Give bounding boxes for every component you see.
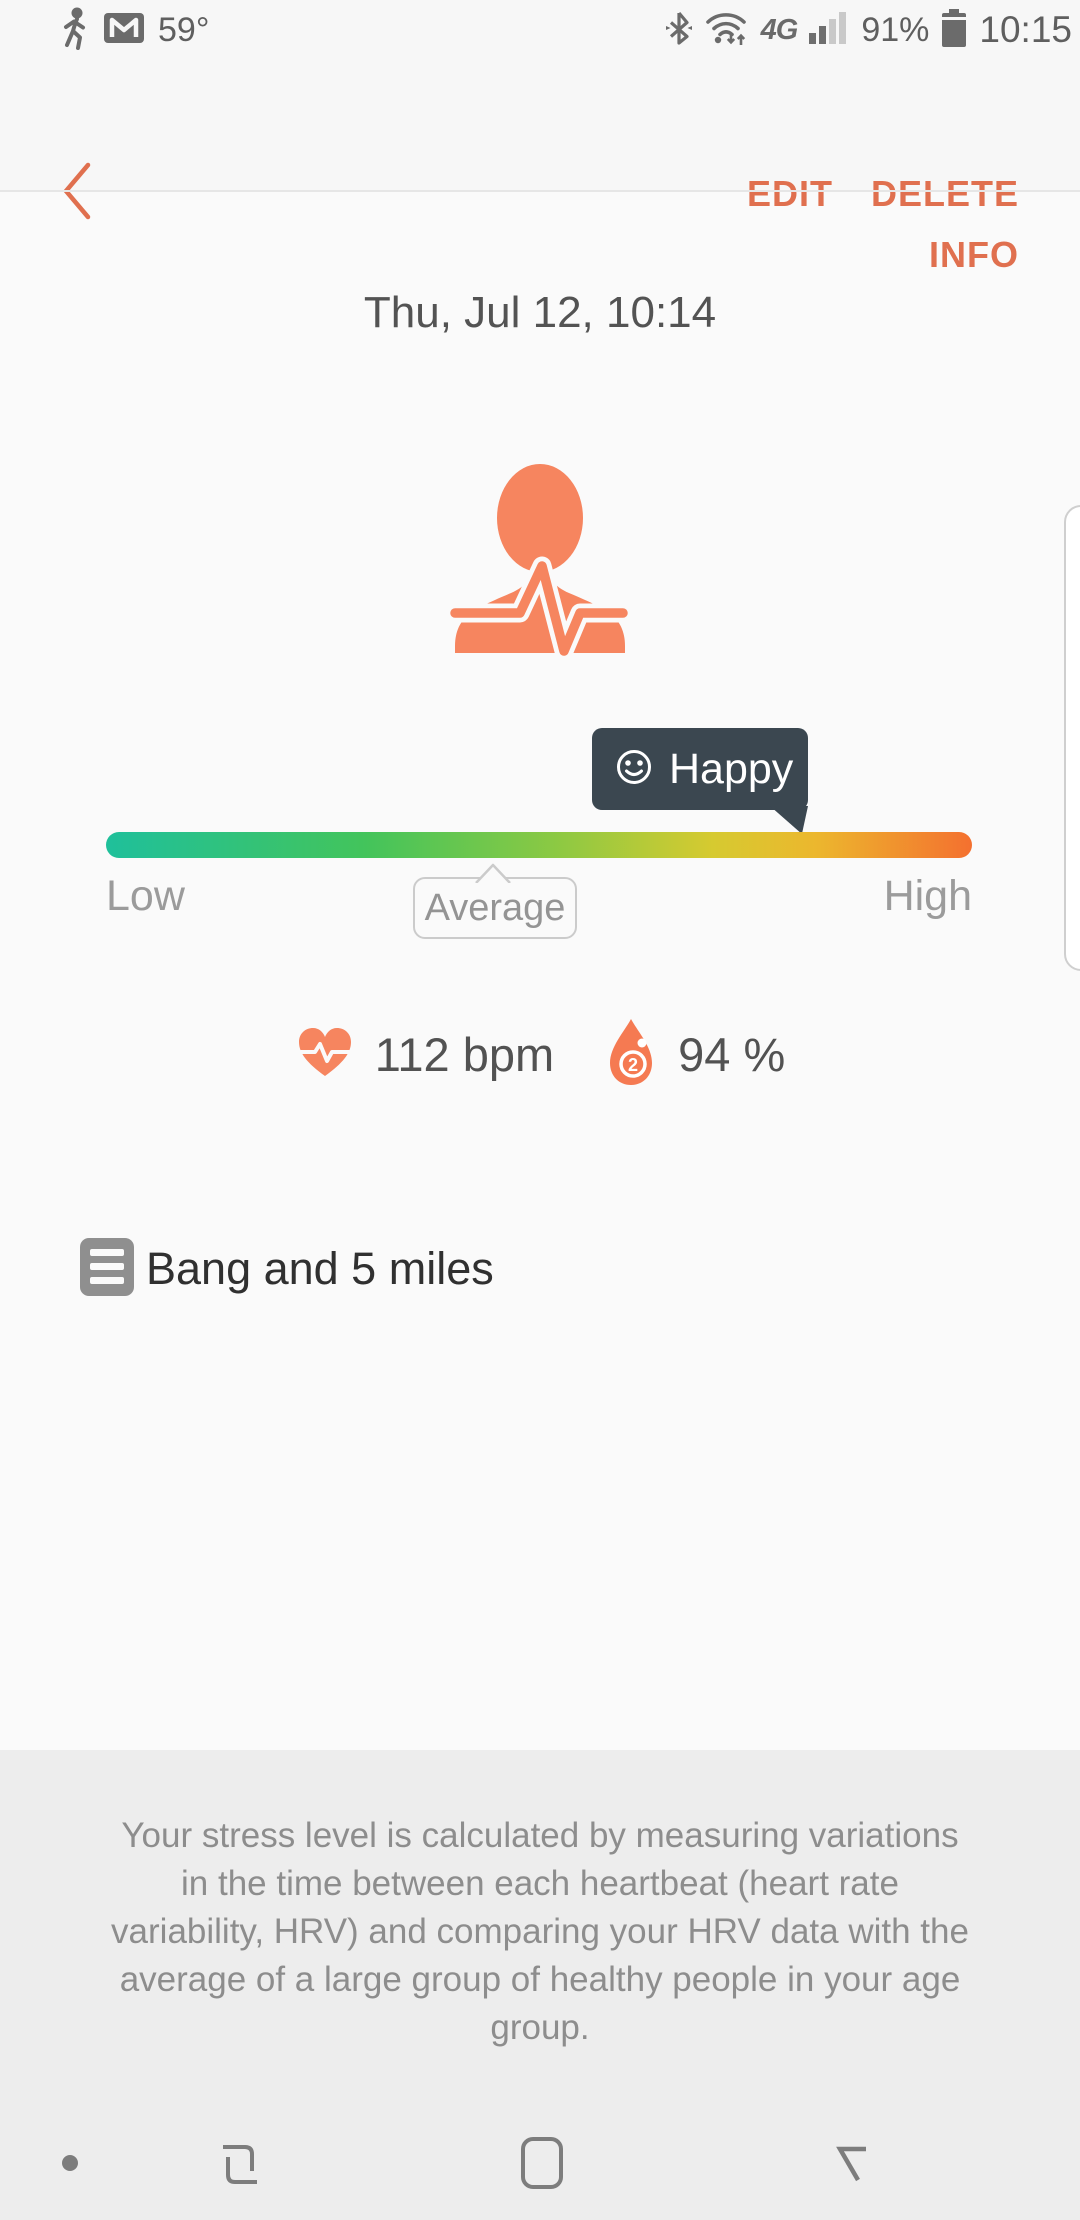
smiley-icon bbox=[614, 747, 654, 792]
delete-button[interactable]: DELETE bbox=[870, 173, 1019, 214]
header-bar: EDIT DELETE bbox=[0, 60, 1080, 220]
heart-rate-value: 112 bpm bbox=[374, 1027, 555, 1081]
blood-oxygen-icon: 2 bbox=[608, 1017, 654, 1092]
info-section: Your stress level is calculated by measu… bbox=[0, 1750, 1080, 2220]
back-icon[interactable] bbox=[826, 2140, 872, 2191]
stress-gradient-bar bbox=[106, 832, 972, 858]
mood-bubble: Happy bbox=[592, 728, 808, 810]
home-icon[interactable] bbox=[520, 2136, 564, 2195]
measurement-timestamp: Thu, Jul 12, 10:14 bbox=[363, 288, 717, 337]
description-line: in the time between each heartbeat (hear… bbox=[181, 1864, 899, 1903]
bluetooth-icon bbox=[665, 10, 693, 51]
note-text: Bang and 5 miles bbox=[146, 1243, 494, 1294]
vitals-row: 112 bpm 2 94 % bbox=[0, 1016, 1080, 1092]
status-bar-right: 4G 91% 10:15 bbox=[665, 0, 1072, 60]
mood-label: Happy bbox=[669, 744, 794, 793]
info-button[interactable]: INFO bbox=[929, 234, 1019, 275]
heart-rate-icon bbox=[295, 1024, 355, 1085]
scale-low-label: Low bbox=[106, 872, 185, 920]
recents-icon[interactable] bbox=[216, 2140, 264, 2193]
activity-icon bbox=[58, 6, 90, 55]
nav-hide-dot[interactable] bbox=[62, 2155, 78, 2171]
signal-icon bbox=[809, 11, 849, 49]
description-line: Your stress level is calculated by measu… bbox=[121, 1816, 959, 1855]
description-line: variability, HRV) and comparing your HRV… bbox=[111, 1912, 969, 1951]
memo-icon bbox=[78, 1236, 136, 1303]
gmail-icon bbox=[104, 12, 144, 48]
average-caret-icon bbox=[473, 861, 513, 888]
clock: 10:15 bbox=[979, 9, 1072, 50]
note-row: Bang and 5 miles bbox=[78, 1236, 494, 1303]
person-heartbeat-icon bbox=[445, 452, 633, 662]
average-marker-box: Average bbox=[413, 877, 577, 939]
oxygen-icon-label: 2 bbox=[628, 1055, 638, 1075]
battery-percent: 91% bbox=[861, 10, 930, 49]
scrollbar-handle[interactable] bbox=[1064, 505, 1080, 971]
stress-description: Your stress level is calculated by measu… bbox=[60, 1812, 1020, 2052]
oxygen-value: 94 % bbox=[678, 1027, 786, 1081]
wifi-icon bbox=[705, 9, 749, 52]
status-bar: 59° 4G bbox=[0, 0, 1080, 60]
header-divider bbox=[0, 190, 1080, 192]
edit-button[interactable]: EDIT bbox=[746, 173, 833, 214]
status-bar-left: 59° bbox=[58, 0, 209, 60]
network-type-label: 4G bbox=[760, 13, 799, 46]
mood-bubble-tail bbox=[770, 806, 808, 834]
scale-high-label: High bbox=[883, 872, 972, 920]
weather-temperature: 59° bbox=[158, 10, 210, 49]
battery-icon bbox=[941, 8, 967, 52]
description-line: average of a large group of healthy peop… bbox=[119, 1960, 961, 1999]
description-line: group. bbox=[490, 2008, 590, 2047]
